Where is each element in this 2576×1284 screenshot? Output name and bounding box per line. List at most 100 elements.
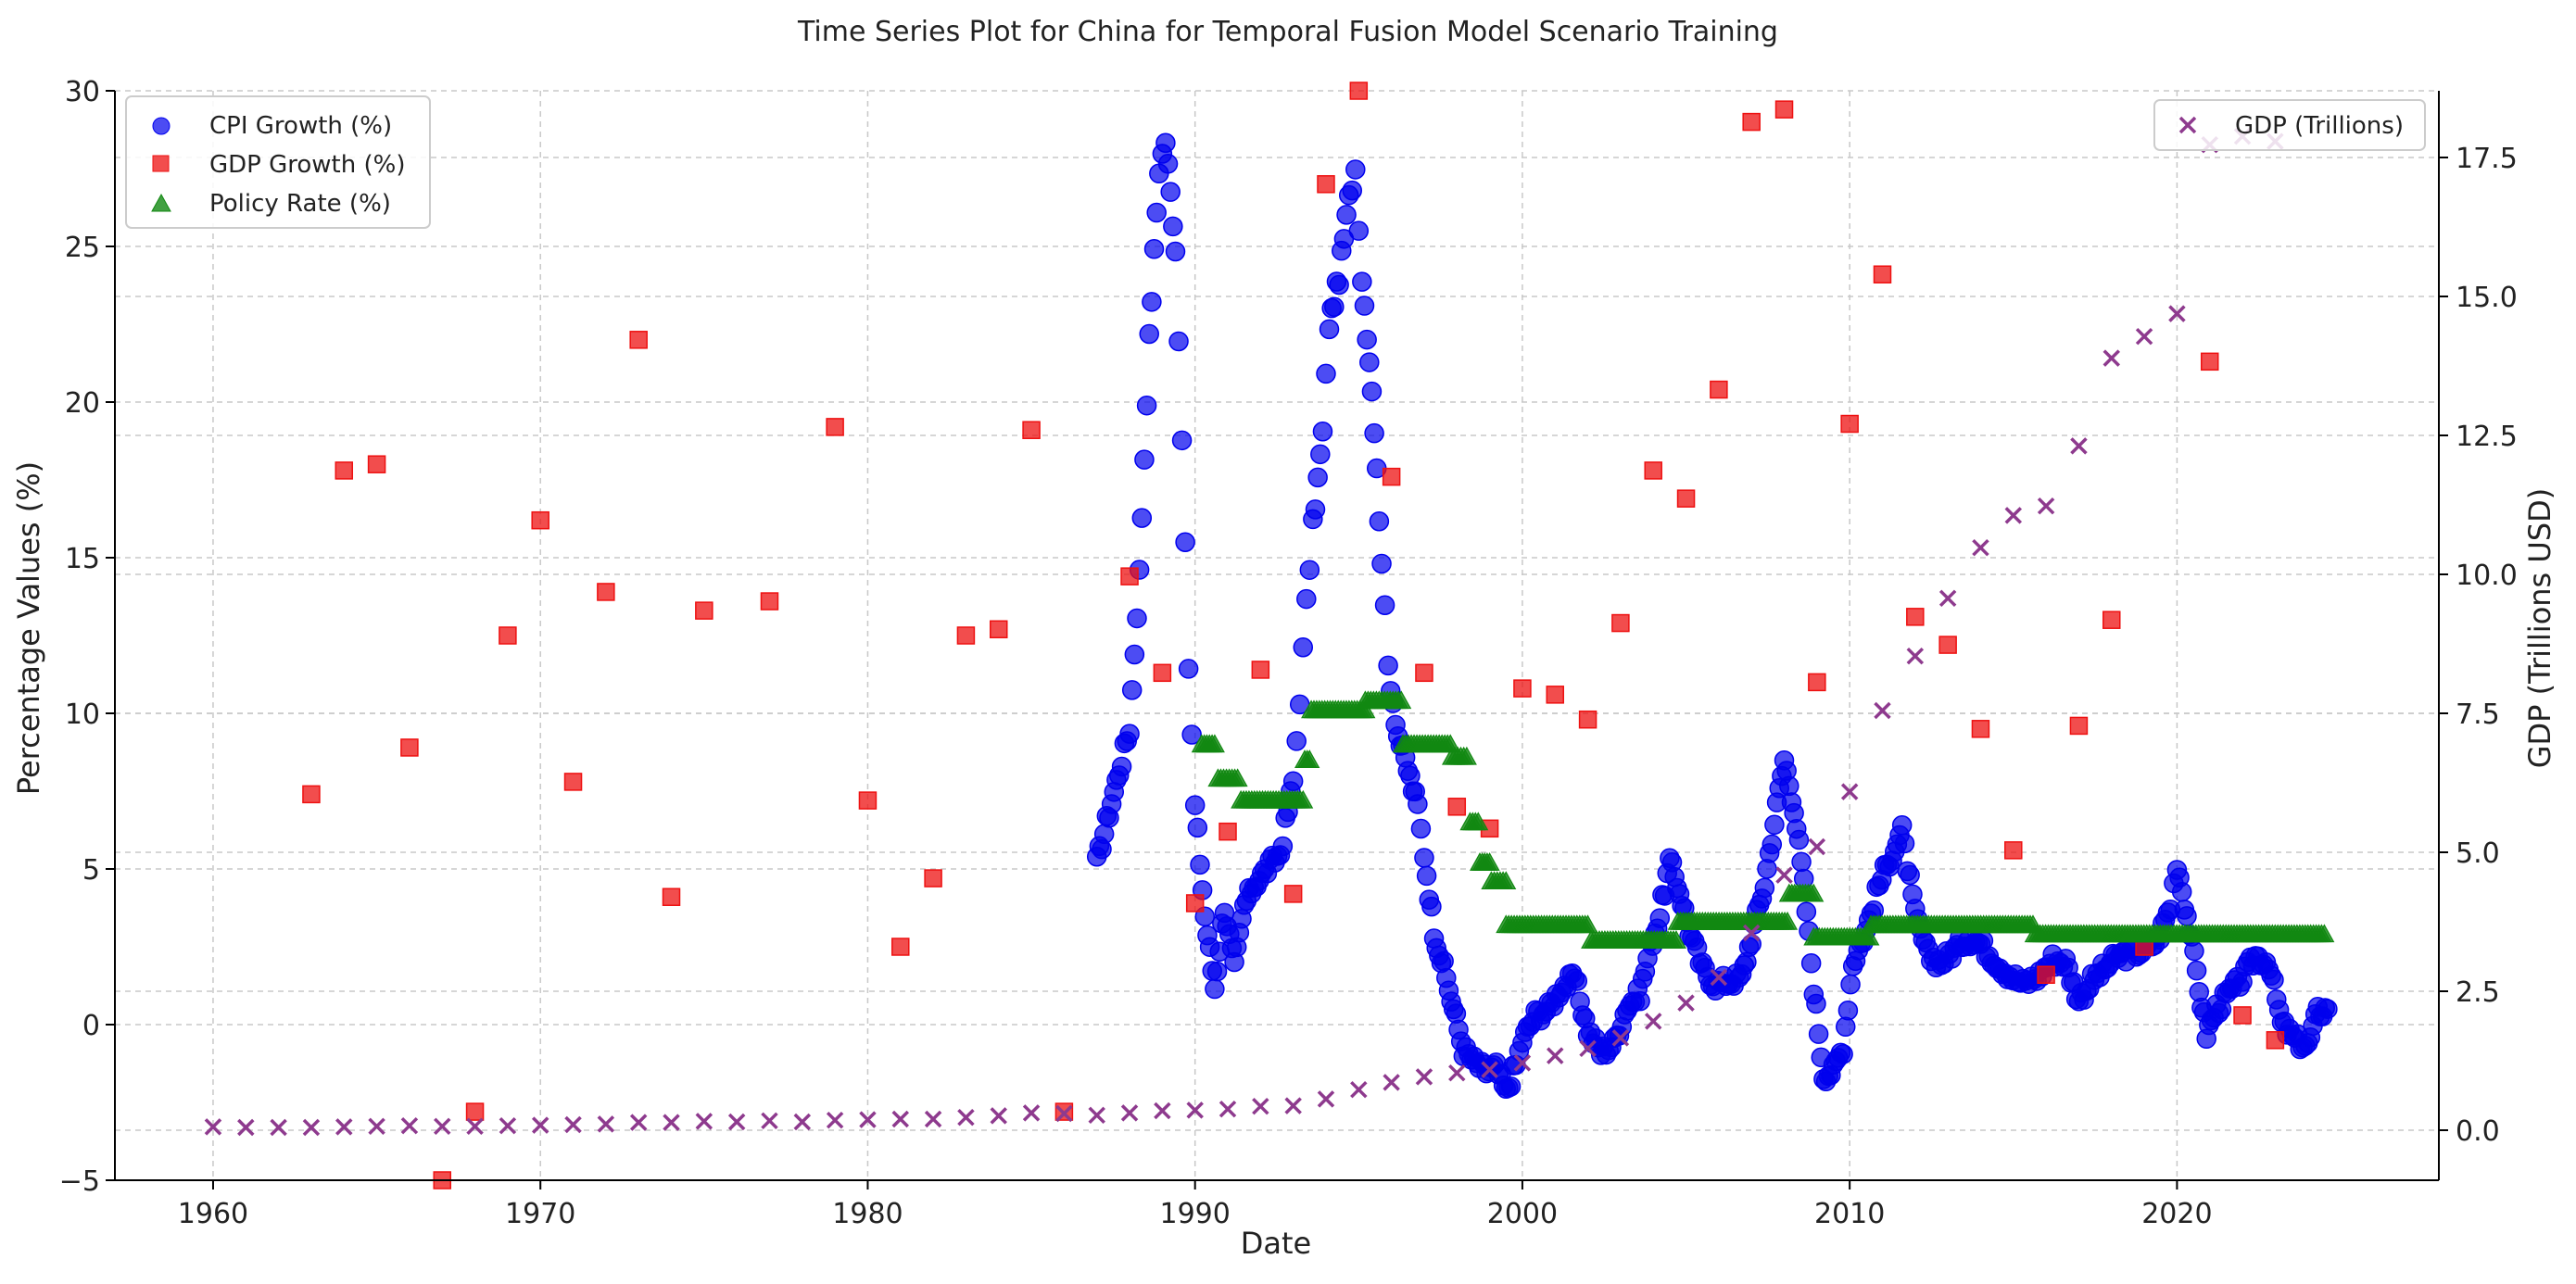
gdp-growth-point bbox=[1873, 265, 1892, 283]
gdp-point bbox=[924, 1110, 942, 1128]
cpi-point bbox=[1205, 978, 1225, 1000]
legend-gdp-label: GDP (Trillions) bbox=[2235, 112, 2404, 140]
cpi-point bbox=[1357, 329, 1377, 350]
gdp-growth-point bbox=[1415, 663, 1433, 683]
gdp-growth-point bbox=[499, 626, 517, 645]
gdp-point bbox=[891, 1110, 910, 1128]
policy-rate-point bbox=[1355, 699, 1376, 719]
cpi-point bbox=[1433, 950, 1454, 972]
y-tick-label: −5 bbox=[59, 1165, 100, 1198]
y2-tick-label: 12.5 bbox=[2456, 421, 2518, 453]
gdp-growth-point bbox=[956, 626, 976, 645]
axes: 1960 1970 1980 1990 2000 2010 2020 −5 0 5 10 15 20 25… bbox=[59, 76, 2518, 1230]
gdp-point bbox=[335, 1118, 353, 1136]
cpi-point bbox=[1124, 644, 1145, 665]
cpi-point bbox=[1305, 499, 1326, 520]
gdp-point bbox=[1186, 1101, 1204, 1119]
gdp-growth-point bbox=[760, 592, 779, 611]
gdp-point bbox=[1906, 647, 1925, 665]
y2-tick-label: 7.5 bbox=[2456, 699, 2500, 731]
gdp-point bbox=[2070, 437, 2088, 455]
cpi-point bbox=[1163, 216, 1183, 237]
gdp-growth-point bbox=[1742, 112, 1761, 132]
cpi-point bbox=[1796, 901, 1817, 922]
gdp-point bbox=[531, 1116, 549, 1134]
gdp-point bbox=[1252, 1097, 1269, 1115]
gdp-growth-point bbox=[1447, 798, 1467, 816]
gdp-growth-point bbox=[858, 791, 878, 810]
gdp-growth-point bbox=[563, 773, 583, 791]
cpi-point bbox=[1336, 205, 1357, 225]
cpi-point bbox=[1190, 854, 1210, 875]
cpi-point bbox=[1187, 817, 1208, 838]
cpi-point bbox=[1312, 421, 1333, 442]
gdp-growth-point bbox=[2200, 352, 2219, 371]
policy-rate-point bbox=[1456, 746, 1477, 765]
cpi-point bbox=[1649, 908, 1671, 928]
cpi-point bbox=[1840, 974, 1861, 995]
gdp-point bbox=[695, 1113, 713, 1130]
gdp-point bbox=[434, 1117, 451, 1136]
cpi-point bbox=[1142, 292, 1162, 312]
policy-rate-point bbox=[1227, 768, 1248, 787]
cpi-point bbox=[1900, 864, 1920, 886]
legend-cpi-label: CPI Growth (%) bbox=[209, 112, 392, 140]
gdp-growth-point bbox=[1546, 686, 1565, 704]
gdp-growth-point bbox=[2069, 716, 2089, 736]
gdp-point bbox=[1710, 968, 1728, 987]
policy-rate-point bbox=[1293, 789, 1314, 809]
gdp-growth-point bbox=[924, 869, 942, 887]
gdp-growth-point bbox=[1349, 82, 1369, 100]
policy-rate-point bbox=[1479, 852, 1500, 871]
gdp-point bbox=[400, 1116, 419, 1135]
cpi-point bbox=[1155, 132, 1176, 154]
gdp-growth-point bbox=[465, 1102, 485, 1121]
gdp-point bbox=[1611, 1029, 1630, 1047]
gdp-point bbox=[1055, 1104, 1073, 1123]
gdp-growth-point bbox=[1611, 613, 1630, 633]
gdp-growth-point bbox=[1219, 822, 1237, 841]
gdp-growth-point bbox=[662, 887, 681, 906]
policy-rate-point bbox=[1803, 883, 1825, 902]
gdp-point bbox=[237, 1118, 255, 1137]
gdp-growth-point bbox=[1774, 100, 1794, 119]
cpi-point bbox=[1146, 202, 1167, 223]
cpi-point bbox=[2171, 881, 2192, 902]
cpi-point bbox=[1762, 834, 1783, 855]
cpi-point bbox=[1808, 1024, 1829, 1044]
cpi-point bbox=[1779, 775, 1799, 797]
cpi-point bbox=[1160, 182, 1181, 202]
gdp-point bbox=[1022, 1104, 1041, 1122]
gdp-point bbox=[1154, 1101, 1171, 1120]
cpi-point bbox=[1359, 352, 1380, 372]
cpi-point bbox=[1319, 319, 1340, 340]
gdp-point bbox=[1579, 1039, 1597, 1058]
x-tick-label: 1990 bbox=[1160, 1198, 1231, 1230]
cpi-point bbox=[1127, 608, 1147, 629]
cpi-point bbox=[1788, 829, 1810, 850]
gdp-point bbox=[629, 1114, 648, 1131]
cpi-point bbox=[1500, 1076, 1522, 1097]
cpi-point bbox=[1168, 331, 1189, 352]
gdp-point bbox=[1644, 1013, 1662, 1030]
cpi-point bbox=[1408, 794, 1428, 814]
gdp-point bbox=[368, 1117, 385, 1136]
x-tick-label: 1970 bbox=[505, 1198, 575, 1230]
gdp-growth-point bbox=[2266, 1031, 2285, 1050]
gdp-point bbox=[2102, 349, 2120, 367]
x-tick-label: 1960 bbox=[178, 1198, 248, 1230]
cpi-point bbox=[1414, 848, 1434, 868]
y-tick-label: 5 bbox=[82, 854, 100, 887]
gdp-point bbox=[1972, 538, 1989, 557]
y-tick-label: 30 bbox=[65, 76, 100, 108]
cpi-point bbox=[1833, 1044, 1853, 1064]
cpi-point bbox=[1171, 430, 1193, 451]
gdp-point bbox=[499, 1116, 517, 1135]
y2-tick-label: 17.5 bbox=[2456, 143, 2518, 175]
cpi-point bbox=[1282, 771, 1304, 792]
gdp-growth-point bbox=[1251, 661, 1270, 679]
gdp-point bbox=[2135, 327, 2153, 346]
gdp-point bbox=[957, 1108, 975, 1127]
